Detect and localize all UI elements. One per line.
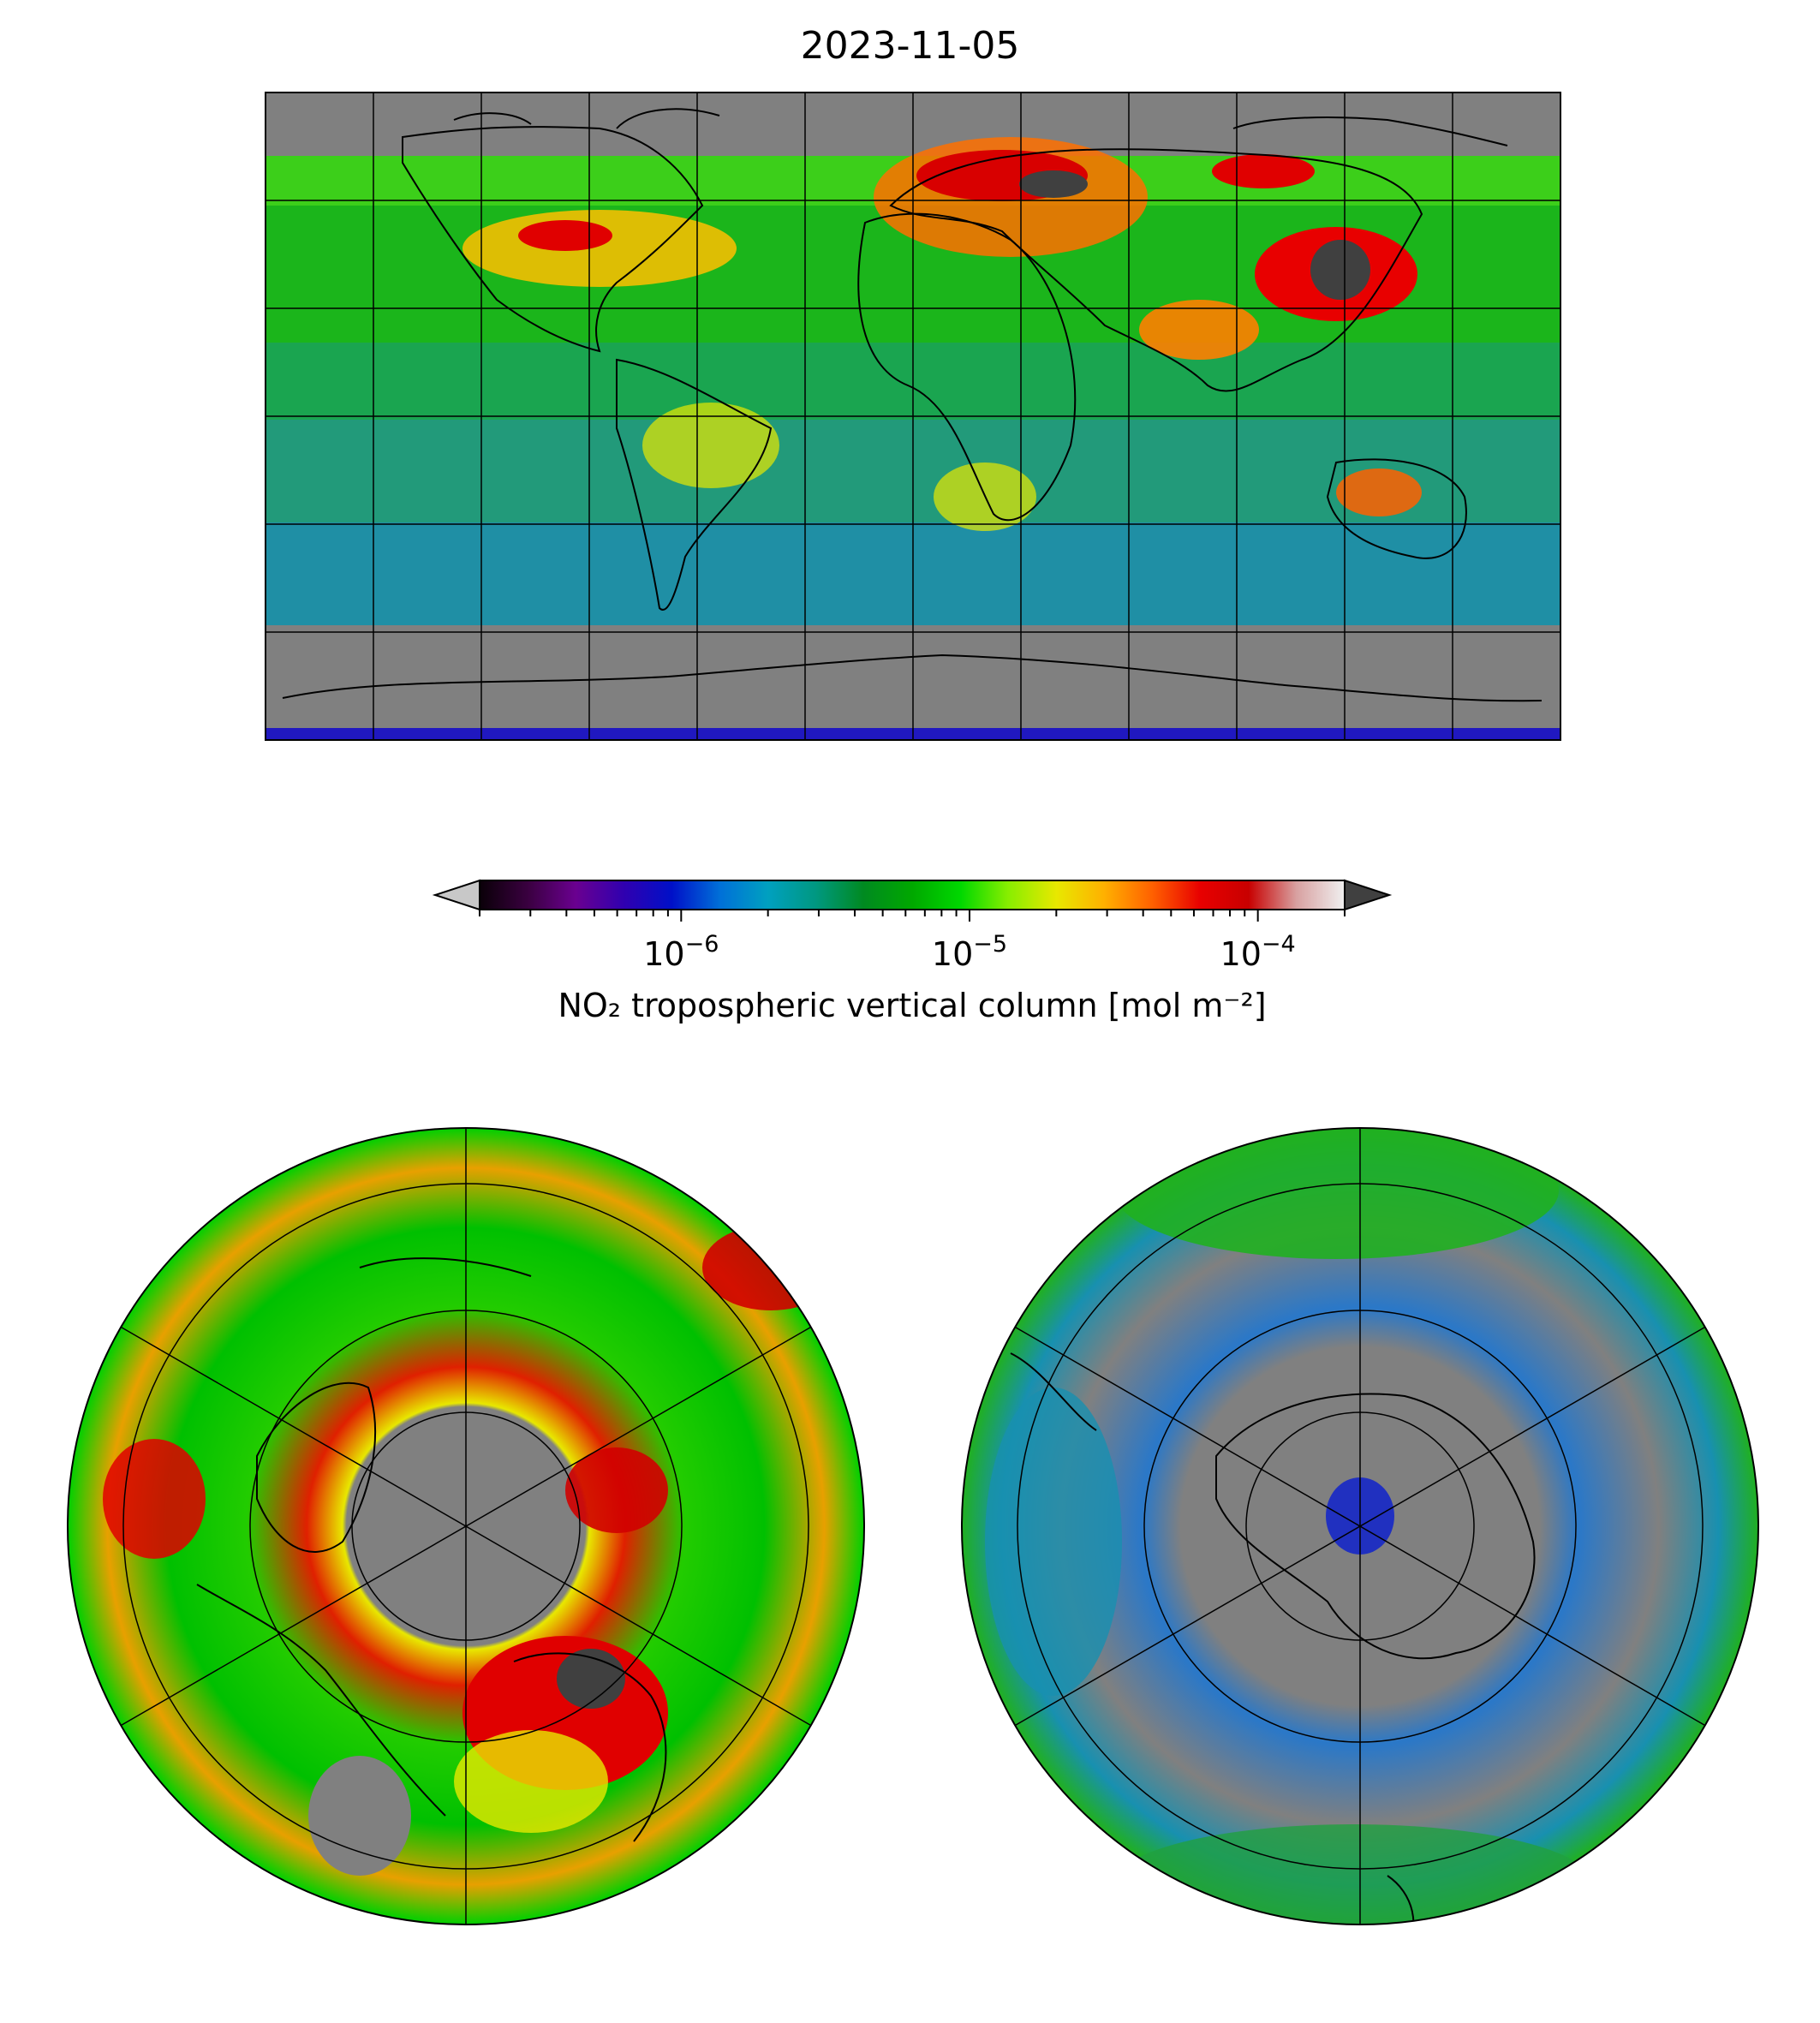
colorbar-tick-label: 10−6 (643, 931, 719, 973)
hotspot-north-america (103, 1439, 206, 1559)
colorbar-ticks (479, 910, 1346, 922)
north-polar-map (67, 1127, 865, 1925)
colorbar-under-arrow (432, 879, 480, 911)
graticule (120, 1128, 812, 1925)
no-data-region (308, 1756, 411, 1876)
field-band (985, 1387, 1122, 1696)
coastlines (1010, 1352, 1536, 1925)
colorbar-gradient (480, 880, 1345, 910)
figure-title: 2023-11-05 (800, 24, 1020, 68)
hotspot-russia (1019, 170, 1088, 198)
hotspot-australia (1336, 468, 1422, 516)
north-polar-frame (67, 1127, 865, 1925)
hotspot-east-asia (771, 1242, 822, 1276)
global-map (265, 92, 1561, 741)
hotspot-europe (454, 1730, 608, 1833)
hotspot-siberia (565, 1447, 668, 1533)
graticule (1014, 1128, 1706, 1925)
global-map-frame (265, 92, 1561, 741)
coastlines (196, 1257, 667, 1842)
hotspot-siberia (1212, 154, 1315, 188)
colorbar-tick-label: 10−5 (932, 931, 1007, 973)
hotspot-north-america (518, 220, 612, 251)
hotspot-north-america (462, 210, 737, 287)
hotspot-india (1139, 300, 1259, 360)
colorbar-tick-label: 10−4 (1220, 931, 1296, 973)
hotspot-east-asia (1310, 240, 1370, 300)
coastlines (282, 108, 1543, 702)
hotspot-east-asia (702, 1225, 839, 1310)
colorbar-over-arrow (1344, 879, 1393, 911)
south-polar-map (961, 1127, 1759, 1925)
hotspot-south-america (642, 403, 779, 488)
graticule (266, 92, 1560, 740)
colorbar-tick-labels: 10−6 10−5 10−4 (643, 931, 1296, 973)
field-band (1113, 1128, 1559, 1259)
south-polar-frame (961, 1127, 1759, 1925)
colorbar: 10−6 10−5 10−4 NO₂ tropospheric vertical c… (432, 879, 1393, 1024)
colorbar-label: NO₂ tropospheric vertical column [mol m⁻… (558, 987, 1266, 1024)
